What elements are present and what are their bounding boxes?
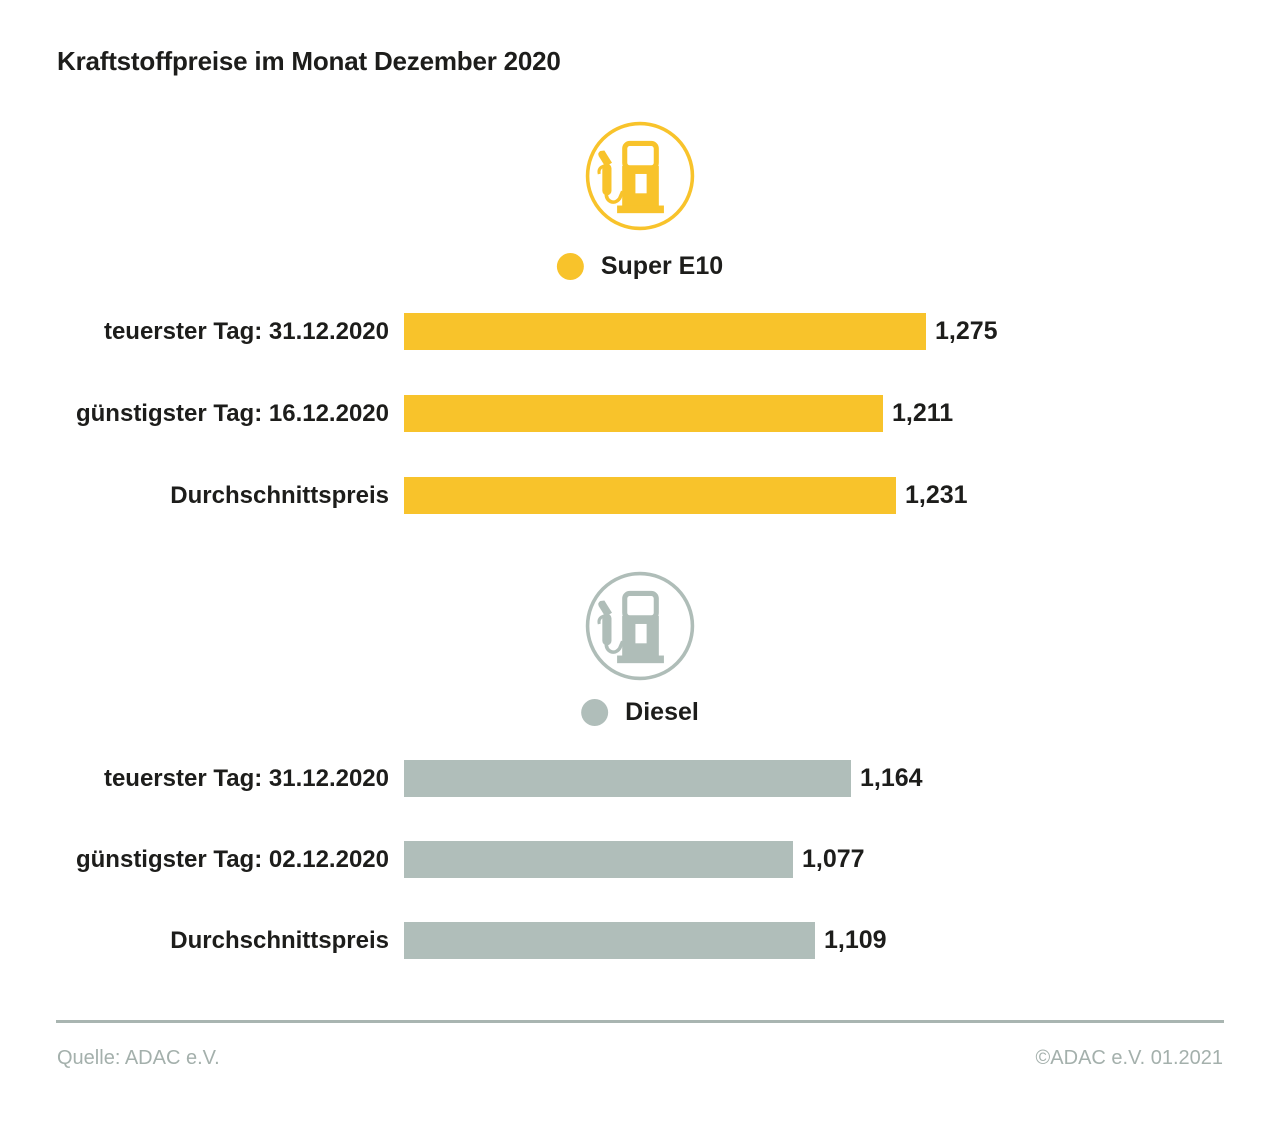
page-title: Kraftstoffpreise im Monat Dezember 2020 bbox=[57, 46, 561, 76]
row-label: teuerster Tag: 31.12.2020 bbox=[103, 317, 389, 345]
fuel-pump-icon bbox=[584, 120, 696, 232]
bar-value: 1,164 bbox=[860, 764, 923, 792]
source-text: Quelle: ADAC e.V. bbox=[57, 1047, 220, 1069]
bar-value: 1,109 bbox=[824, 926, 887, 954]
footer: Quelle: ADAC e.V. ©ADAC e.V. 01.2021 bbox=[57, 1047, 1223, 1070]
row-label: günstigster Tag: 02.12.2020 bbox=[75, 845, 389, 873]
bar-row-diesel-durchschnittspreis: Durchschnittspreis 1,109 bbox=[0, 922, 1280, 959]
legend-dot-diesel bbox=[581, 698, 609, 726]
row-label: Durchschnittspreis bbox=[170, 926, 389, 954]
bar-diesel-teuerster-tag bbox=[404, 760, 851, 797]
legend-diesel: Diesel bbox=[581, 697, 699, 727]
bar-row-diesel-guenstigster-tag: günstigster Tag: 02.12.2020 1,077 bbox=[0, 841, 1280, 878]
bar-super-guenstigster-tag bbox=[404, 395, 883, 432]
bar-value: 1,275 bbox=[935, 317, 998, 345]
copyright-text: ©ADAC e.V. 01.2021 bbox=[1035, 1047, 1223, 1069]
row-label: teuerster Tag: 31.12.2020 bbox=[103, 764, 389, 792]
legend-dot-super-e10 bbox=[556, 252, 584, 280]
legend-super-e10: Super E10 bbox=[556, 251, 724, 281]
bar-super-teuerster-tag bbox=[404, 313, 926, 350]
bar-row-super-teuerster-tag: teuerster Tag: 31.12.2020 1,275 bbox=[0, 313, 1280, 350]
row-label: günstigster Tag: 16.12.2020 bbox=[75, 399, 389, 427]
bar-row-diesel-teuerster-tag: teuerster Tag: 31.12.2020 1,164 bbox=[0, 760, 1280, 797]
legend-label-diesel: Diesel bbox=[625, 697, 699, 726]
bar-value: 1,231 bbox=[905, 481, 968, 509]
bar-value: 1,211 bbox=[892, 399, 954, 427]
bar-value: 1,077 bbox=[802, 845, 865, 873]
legend-label-super-e10: Super E10 bbox=[600, 251, 724, 280]
fuel-pump-icon bbox=[584, 570, 696, 682]
footer-divider bbox=[56, 1020, 1224, 1023]
bar-row-super-guenstigster-tag: günstigster Tag: 16.12.2020 1,211 bbox=[0, 395, 1280, 432]
bar-row-super-durchschnittspreis: Durchschnittspreis 1,231 bbox=[0, 477, 1280, 514]
bar-super-durchschnittspreis bbox=[404, 477, 896, 514]
row-label: Durchschnittspreis bbox=[170, 481, 389, 509]
bar-diesel-durchschnittspreis bbox=[404, 922, 815, 959]
bar-diesel-guenstigster-tag bbox=[404, 841, 793, 878]
